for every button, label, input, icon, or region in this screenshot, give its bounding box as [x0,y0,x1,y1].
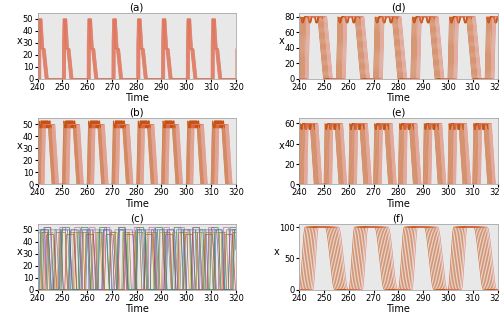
Title: (a): (a) [130,2,144,12]
X-axis label: Time: Time [124,304,148,314]
Y-axis label: x: x [17,247,23,257]
X-axis label: Time: Time [386,199,410,209]
X-axis label: Time: Time [124,199,148,209]
Title: (e): (e) [391,108,406,118]
Y-axis label: x: x [279,36,284,46]
Y-axis label: x: x [274,247,280,257]
X-axis label: Time: Time [386,93,410,103]
X-axis label: Time: Time [386,304,410,314]
Title: (c): (c) [130,213,143,223]
Title: (f): (f) [392,213,404,223]
Y-axis label: x: x [279,141,284,151]
X-axis label: Time: Time [124,93,148,103]
Title: (d): (d) [391,2,406,12]
Y-axis label: x: x [17,36,23,46]
Title: (b): (b) [130,108,144,118]
Y-axis label: x: x [17,141,23,151]
